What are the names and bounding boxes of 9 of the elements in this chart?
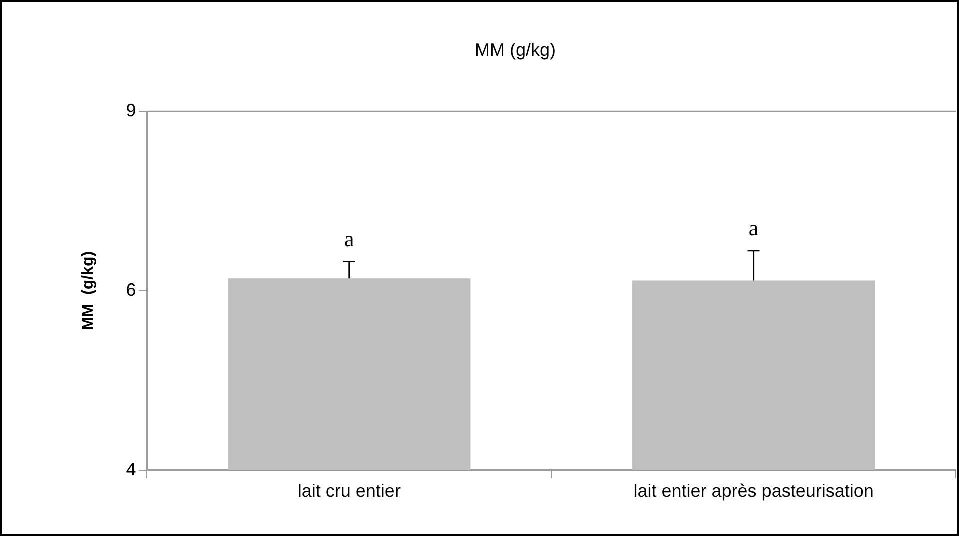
x-tick-label: lait cru entier	[298, 481, 401, 502]
x-tick-label: lait entier après pasteurisation	[634, 481, 874, 502]
y-axis-title: MM (g/kg)	[80, 251, 98, 331]
annotation: a	[344, 226, 355, 252]
annotation: a	[748, 216, 759, 241]
chart-title: MM (g/kg)	[475, 40, 556, 60]
y-tick-label: 4	[126, 459, 136, 480]
y-tick-label: 6	[126, 280, 136, 300]
y-tick-label: 9	[126, 100, 136, 121]
